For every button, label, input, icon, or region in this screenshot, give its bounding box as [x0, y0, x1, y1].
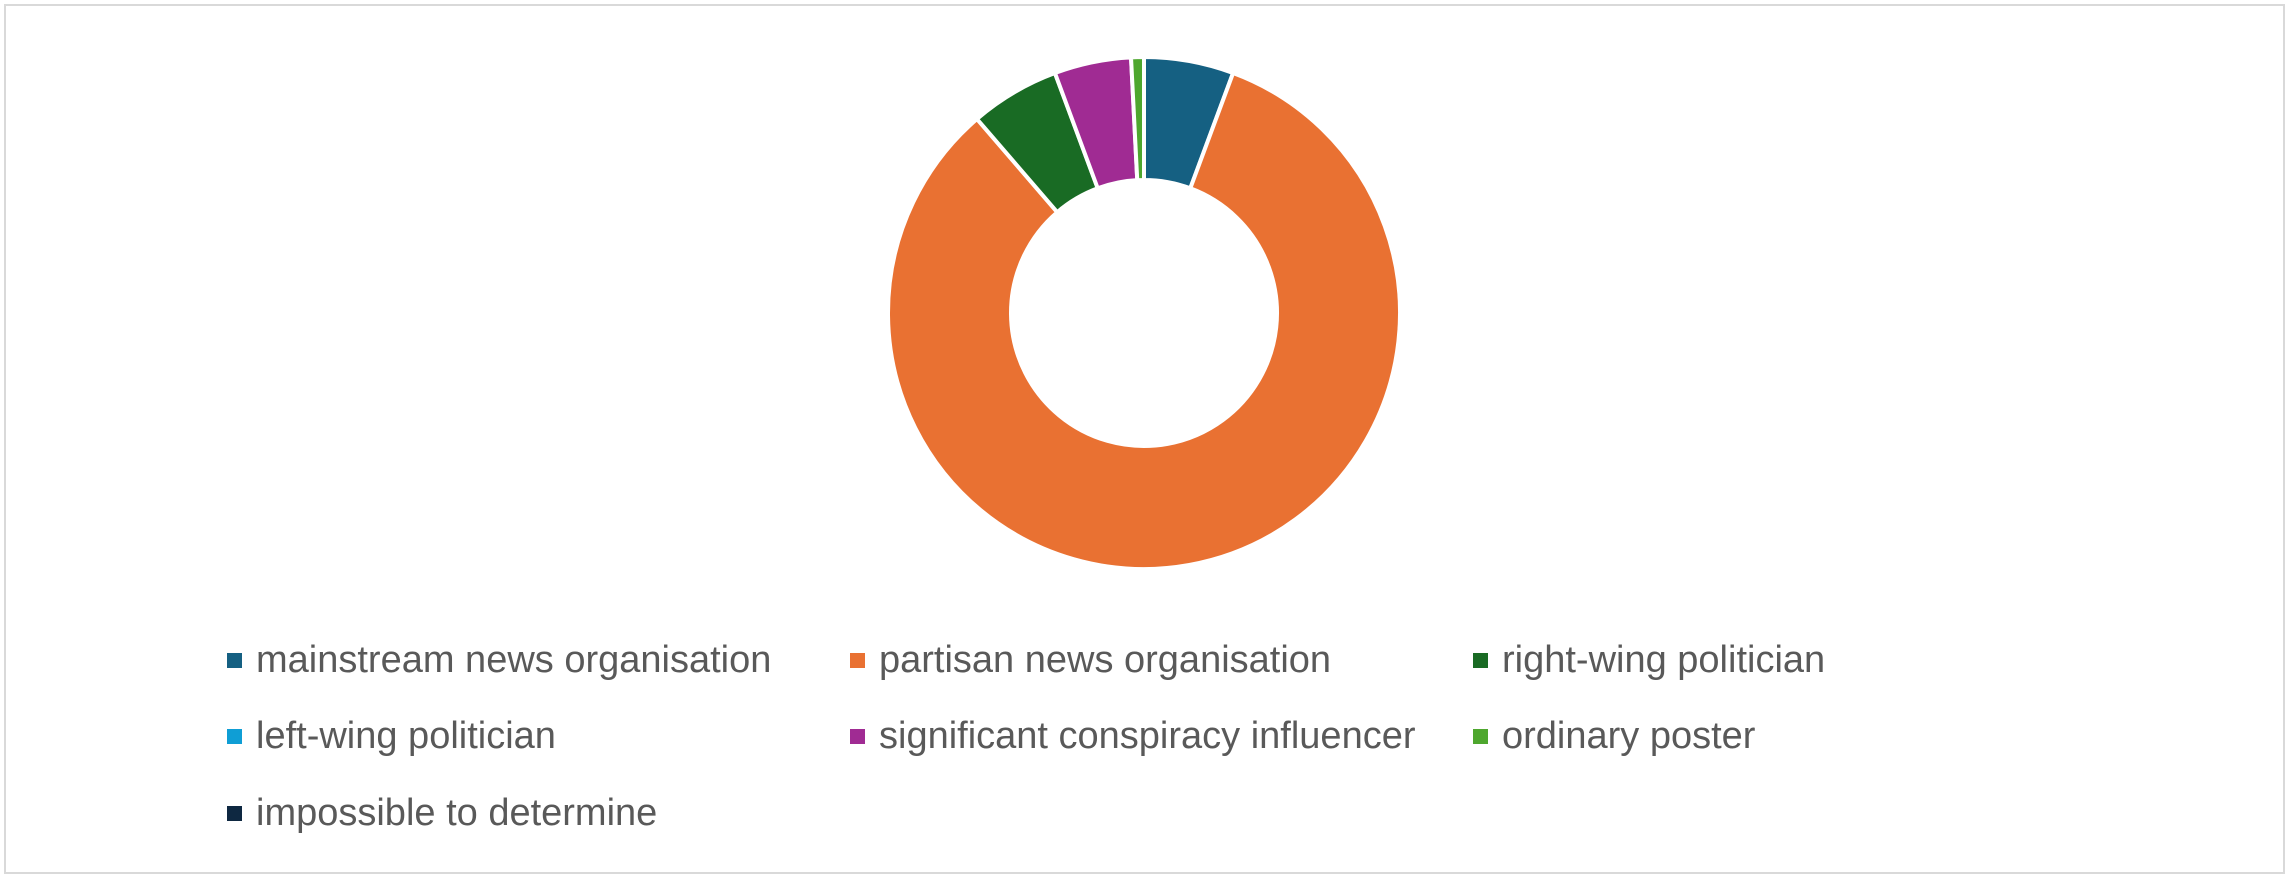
slice-ordinary-poster[interactable]	[1129, 55, 1146, 183]
donut-slices	[886, 55, 1402, 571]
slice-partisan-news-organisation[interactable]	[886, 70, 1402, 571]
